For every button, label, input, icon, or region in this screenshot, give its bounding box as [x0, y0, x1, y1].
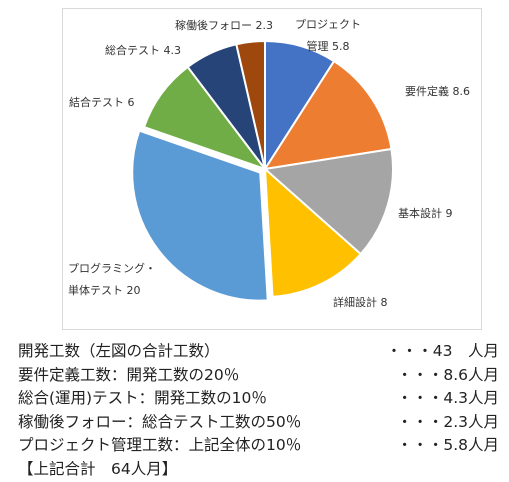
note-text: 要件定義工数：開発工数の20％	[18, 365, 240, 384]
pie-slice-label-line: 詳細設計 8	[333, 295, 388, 309]
pie-slice-label-line: 総合テスト 4.3	[105, 43, 181, 57]
pie-slice-label-line: 管理 5.8	[307, 39, 350, 53]
pie-slice-3	[262, 147, 394, 256]
pie-slice-label-line: 要件定義 8.6	[405, 84, 470, 98]
pie-slice-4	[263, 166, 363, 298]
note-row: 稼働後フォロー：総合テスト工数の50％ ・・・2.3人月	[18, 411, 503, 435]
note-row: 総合(運用)テスト：開発工数の10％ ・・・4.3人月	[18, 387, 503, 411]
note-text: プロジェクト管理工数：上記全体の10％	[18, 436, 302, 454]
pie-slice-label: プログラミング・単体テスト 20	[68, 261, 156, 297]
note-text: 総合(運用)テスト：開発工数の10％	[18, 389, 267, 407]
total-line: 【上記合計 64人月】	[18, 459, 178, 478]
note-value: ・・・4.3人月	[396, 389, 499, 407]
note-value: ・・・5.8人月	[396, 436, 499, 454]
pie-slice-2	[262, 59, 393, 171]
pie-slice-5	[131, 129, 269, 302]
pie-slice-label: 稼働後フォロー 2.3	[175, 18, 273, 32]
note-value: ・・・2.3人月	[396, 412, 499, 431]
pie-slice-label: 詳細設計 8	[333, 295, 388, 309]
note-text: 開発工数（左図の合計工数）	[18, 342, 220, 360]
pie-slice-label-line: 基本設計 9	[398, 206, 453, 220]
note-value: ・・・43 人月	[386, 342, 499, 360]
note-value: ・・・8.6人月	[396, 365, 499, 384]
pie-slice-label-line: プロジェクト	[295, 18, 361, 31]
pie-slice-8	[235, 39, 266, 170]
pie-chart: プロジェクト管理 5.8 要件定義 8.6 基本設計 9 詳細設計 8 プログラミング・…	[68, 18, 470, 309]
note-row: 要件定義工数：開発工数の20％ ・・・8.6人月	[18, 364, 503, 388]
chart-frame: プロジェクト管理 5.8 要件定義 8.6 基本設計 9 詳細設計 8 プログラミング・…	[62, 8, 482, 330]
note-row: 開発工数（左図の合計工数） ・・・43 人月	[18, 340, 503, 364]
notes-panel: 開発工数（左図の合計工数） ・・・43 人月 要件定義工数：開発工数の20％ ・…	[18, 340, 503, 481]
pie-slice-label: 要件定義 8.6	[405, 84, 470, 98]
note-text: 稼働後フォロー：総合テスト工数の50％	[18, 412, 302, 431]
pie-slice-label: プロジェクト管理 5.8	[295, 18, 361, 53]
pie-slice-label-line: 単体テスト 20	[68, 283, 141, 297]
pie-slice-label: 基本設計 9	[398, 206, 453, 220]
pie-slice-label-line: 結合テスト 6	[69, 95, 135, 109]
pie-slice-label-line: 稼働後フォロー 2.3	[175, 18, 273, 32]
pie-slice-label: 総合テスト 4.3	[105, 43, 181, 57]
pie-slice-label-line: プログラミング・	[68, 261, 156, 275]
note-row: プロジェクト管理工数：上記全体の10％ ・・・5.8人月	[18, 434, 503, 458]
pie-slice-label: 結合テスト 6	[69, 95, 135, 109]
